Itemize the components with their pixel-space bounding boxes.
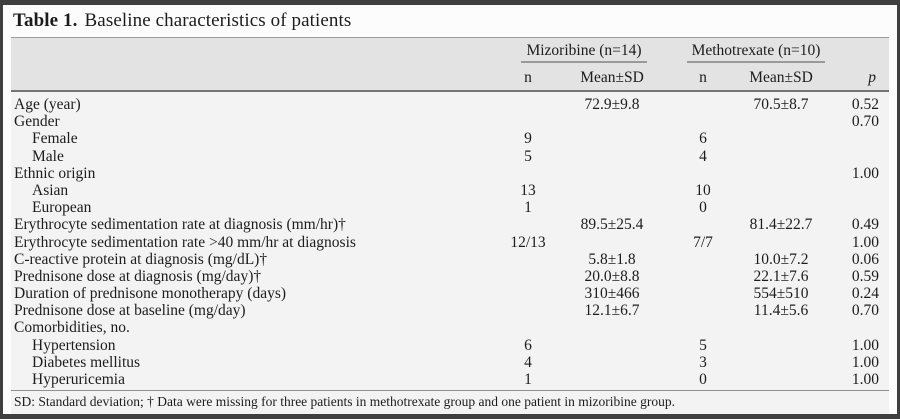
methotrexate-n-value: 6: [699, 130, 707, 148]
table-row: Female 9 6: [11, 130, 889, 147]
table-panel: Mizoribine (n=14) Methotrexate (n=10) n …: [11, 37, 889, 414]
col-header-n-methotrexate: n: [699, 69, 707, 86]
p-value: 0.49: [851, 216, 879, 234]
mizoribine-n-value: 9: [524, 130, 532, 148]
group-mizoribine-label: Mizoribine (n=14): [521, 42, 647, 63]
row-label: Diabetes mellitus: [32, 353, 141, 371]
row-label: Asian: [32, 181, 69, 199]
mizoribine-n-value: 12/13: [510, 233, 546, 251]
table-row: Prednisone dose at diagnosis (mg/day)† 20…: [11, 268, 889, 285]
col-header-mean-mizoribine: Mean±SD: [580, 69, 644, 86]
row-label: Female: [32, 130, 78, 148]
row-label: Comorbidities, no.: [14, 319, 130, 337]
table-row: Age (year) 72.9±9.8 70.5±8.7 0.52: [11, 96, 889, 113]
p-value: 1.00: [851, 371, 879, 388]
table-row: Erythrocyte sedimentation rate >40 mm/hr…: [11, 234, 889, 251]
p-value: 1.00: [851, 164, 879, 182]
mizoribine-n-value: 13: [520, 181, 536, 199]
table-row: Gender 0.70: [11, 113, 889, 130]
subheader-row: n Mean±SD n Mean±SD p: [11, 66, 889, 90]
table-row: Asian 13 10: [11, 182, 889, 199]
row-label: Gender: [14, 113, 60, 131]
p-value: 0.06: [851, 250, 879, 268]
p-value: 0.59: [851, 267, 879, 285]
table-row: Prednisone dose at baseline (mg/day) 12.1…: [11, 302, 889, 319]
table-row: European 1 0: [11, 199, 889, 216]
p-value: 0.52: [851, 96, 879, 113]
row-label: C-reactive protein at diagnosis (mg/dL)†: [14, 250, 268, 268]
row-label: Hypertension: [32, 336, 116, 354]
methotrexate-mean-value: 10.0±7.2: [753, 250, 809, 268]
mizoribine-mean-value: 310±466: [584, 285, 640, 303]
p-value: 1.00: [851, 233, 879, 251]
p-value: 1.00: [851, 353, 879, 371]
methotrexate-n-value: 0: [699, 371, 707, 388]
mizoribine-mean-value: 5.8±1.8: [588, 250, 636, 268]
methotrexate-n-value: 10: [695, 181, 711, 199]
p-value: 0.70: [851, 302, 879, 320]
row-label: Hyperuricemia: [32, 371, 125, 388]
methotrexate-mean-value: 22.1±7.6: [753, 267, 809, 285]
table-footnote: SD: Standard deviation; † Data were miss…: [11, 390, 889, 414]
methotrexate-mean-value: 70.5±8.7: [753, 96, 809, 113]
col-header-p: p: [868, 69, 876, 86]
row-label: Age (year): [14, 96, 81, 113]
table-row: Erythrocyte sedimentation rate at diagno…: [11, 216, 889, 233]
group-methotrexate-label: Methotrexate (n=10): [686, 42, 826, 63]
col-header-n-mizoribine: n: [524, 69, 532, 86]
methotrexate-n-value: 7/7: [693, 233, 713, 251]
table-row: Hyperuricemia 1 0 1.00: [11, 371, 889, 388]
table-row: Diabetes mellitus 4 3 1.00: [11, 354, 889, 371]
table-caption: Baseline characteristics of patients: [84, 10, 352, 31]
row-label: European: [32, 199, 92, 217]
mizoribine-n-value: 6: [524, 336, 532, 354]
methotrexate-n-value: 0: [699, 199, 707, 217]
mizoribine-n-value: 4: [524, 353, 532, 371]
mizoribine-mean-value: 20.0±8.8: [584, 267, 640, 285]
p-value: 0.24: [851, 285, 879, 303]
row-label: Male: [32, 147, 64, 165]
table-body: Age (year) 72.9±9.8 70.5±8.7 0.52 Gender 0.70…: [11, 92, 889, 391]
table-row: C-reactive protein at diagnosis (mg/dL)†…: [11, 251, 889, 268]
table-title: Table 1. Baseline characteristics of pat…: [3, 5, 897, 37]
mizoribine-n-value: 5: [524, 147, 532, 165]
group-header-row: Mizoribine (n=14) Methotrexate (n=10): [11, 38, 889, 66]
methotrexate-n-value: 3: [699, 353, 707, 371]
col-header-mean-methotrexate: Mean±SD: [749, 69, 813, 86]
table-row: Comorbidities, no.: [11, 319, 889, 336]
table-row: Duration of prednisone monotherapy (days…: [11, 285, 889, 302]
methotrexate-mean-value: 81.4±22.7: [749, 216, 813, 234]
methotrexate-n-value: 5: [699, 336, 707, 354]
table-header: Mizoribine (n=14) Methotrexate (n=10) n …: [11, 37, 889, 92]
mizoribine-mean-value: 72.9±9.8: [584, 96, 640, 113]
row-label: Ethnic origin: [14, 164, 96, 182]
mizoribine-n-value: 1: [524, 199, 532, 217]
group-mizoribine: Mizoribine (n=14): [500, 42, 668, 63]
row-label: Erythrocyte sedimentation rate at diagno…: [14, 216, 346, 234]
row-label: Duration of prednisone monotherapy (days…: [14, 285, 287, 303]
group-methotrexate: Methotrexate (n=10): [678, 42, 834, 63]
p-value: 0.70: [851, 113, 879, 131]
table-row: Ethnic origin 1.00: [11, 165, 889, 182]
row-label: Prednisone dose at baseline (mg/day): [14, 302, 246, 320]
p-value: 1.00: [851, 336, 879, 354]
table-row: Male 5 4: [11, 148, 889, 165]
row-label: Prednisone dose at diagnosis (mg/day)†: [14, 267, 262, 285]
methotrexate-mean-value: 554±510: [753, 285, 809, 303]
table-number: Table 1.: [13, 10, 78, 31]
table-row: Hypertension 6 5 1.00: [11, 337, 889, 354]
mizoribine-n-value: 1: [524, 371, 532, 388]
row-label: Erythrocyte sedimentation rate >40 mm/hr…: [14, 233, 356, 251]
methotrexate-n-value: 4: [699, 147, 707, 165]
methotrexate-mean-value: 11.4±5.6: [753, 302, 809, 320]
mizoribine-mean-value: 12.1±6.7: [584, 302, 640, 320]
mizoribine-mean-value: 89.5±25.4: [580, 216, 644, 234]
